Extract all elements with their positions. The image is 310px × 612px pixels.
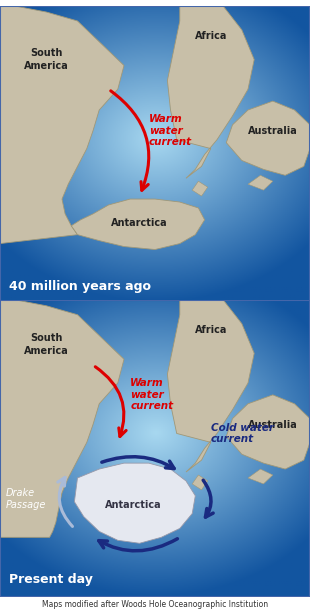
Text: Australia: Australia [248,126,298,136]
Text: Drake
Passage: Drake Passage [6,488,47,510]
Polygon shape [0,300,124,537]
Text: Antarctica: Antarctica [111,218,168,228]
Text: Africa: Africa [195,31,227,41]
Text: Present day: Present day [9,573,93,586]
Text: Antarctica: Antarctica [105,499,162,510]
Text: Australia: Australia [248,420,298,430]
Text: Warm
water
current: Warm water current [149,114,192,147]
Polygon shape [74,463,195,543]
Polygon shape [248,469,273,484]
Text: Cold water
current: Cold water current [211,423,274,444]
Polygon shape [226,101,310,175]
Text: South
America: South America [24,48,69,71]
Polygon shape [71,199,205,250]
Text: South
America: South America [24,333,69,356]
Text: Maps modified after Woods Hole Oceanographic Institution: Maps modified after Woods Hole Oceanogra… [42,600,268,609]
Polygon shape [248,175,273,190]
Polygon shape [167,300,254,472]
Text: Warm
water
current: Warm water current [130,378,173,411]
Polygon shape [0,6,124,244]
Text: Africa: Africa [195,324,227,335]
Polygon shape [226,395,310,469]
Polygon shape [192,181,208,196]
Polygon shape [192,475,208,490]
Polygon shape [167,6,254,178]
Text: 40 million years ago: 40 million years ago [9,280,151,293]
